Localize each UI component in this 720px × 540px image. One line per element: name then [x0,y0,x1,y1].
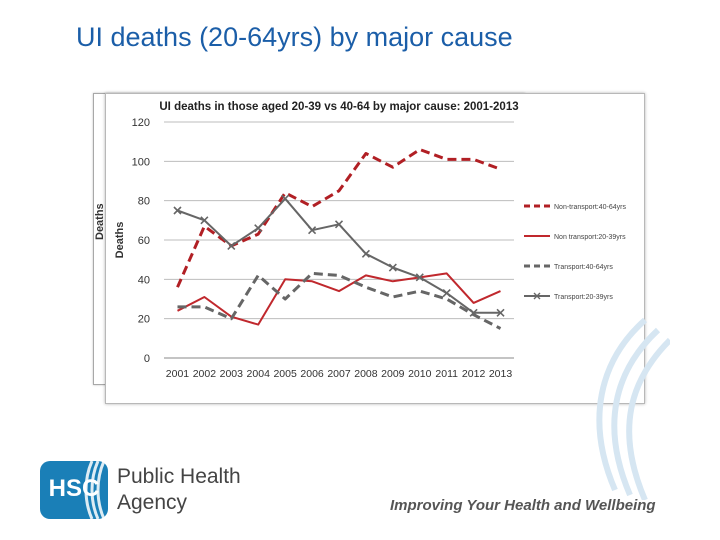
y-tick-label: 40 [138,274,150,286]
y-tick-label: 80 [138,196,150,208]
hsc-logo: HSC [40,461,108,519]
series-line-2 [177,271,502,330]
tagline: Improving Your Health and Wellbeing [390,497,656,514]
x-tick-label: 2006 [300,368,324,380]
data-point-marker [254,224,263,233]
x-tick-label: 2011 [435,368,458,380]
legend-label: Transport:40-64yrs [554,264,613,271]
x-tick-label: 2001 [166,368,190,380]
y-tick-label: 60 [138,235,150,247]
data-point-marker [415,273,424,282]
series-line-0 [176,148,502,288]
data-point-marker [173,206,182,215]
data-point-marker [496,308,505,317]
brand-watermark-swirl [596,317,670,500]
x-tick-label: 2005 [273,368,297,380]
legend-label: Non-transport:40-64yrs [554,204,626,211]
data-point-marker [388,263,397,272]
x-tick-label: 2003 [220,368,244,380]
line-chart: UI deaths in those aged 20-39 vs 40-64 b… [114,101,626,380]
y-tick-label: 100 [132,156,150,168]
slide-title: UI deaths (20-64yrs) by major cause [76,22,513,52]
y-axis-label: Deaths [114,222,126,259]
x-tick-label: 2013 [489,368,513,380]
organisation-name: Public Health Agency [117,464,241,516]
data-point-marker [469,308,478,317]
x-tick-label: 2002 [193,368,217,380]
data-point-marker [361,249,370,258]
x-tick-label: 2004 [247,368,271,380]
data-point-marker [281,194,290,203]
hsc-logo-stripes-icon [84,461,106,519]
organisation-name-line2: Agency [117,491,188,514]
legend-label: Non transport:20-39yrs [554,234,626,241]
data-point-marker [442,289,451,298]
hsc-logo-text: HSC [48,475,100,502]
data-point-marker [308,226,317,235]
data-point-marker [200,216,209,225]
y-tick-label: 120 [132,117,150,129]
y-tick-label: 0 [144,353,150,365]
data-point-marker [227,241,236,250]
y-tick-label: 20 [138,314,150,326]
series-line-3 [177,197,501,314]
legend-label: Transport:20-39yrs [554,294,613,301]
x-tick-label: 2007 [327,368,351,380]
chart-panel: UI deaths in those aged 20-39 vs 40-64 b… [105,93,645,404]
data-point-marker [334,220,344,229]
legend-marker [533,292,541,300]
organisation-name-line1: Public Health [117,465,241,488]
x-tick-label: 2012 [462,368,486,380]
x-tick-label: 2009 [381,368,405,380]
chart-title: UI deaths in those aged 20-39 vs 40-64 b… [159,101,518,113]
x-tick-label: 2008 [354,368,378,380]
x-tick-label: 2010 [408,368,432,380]
